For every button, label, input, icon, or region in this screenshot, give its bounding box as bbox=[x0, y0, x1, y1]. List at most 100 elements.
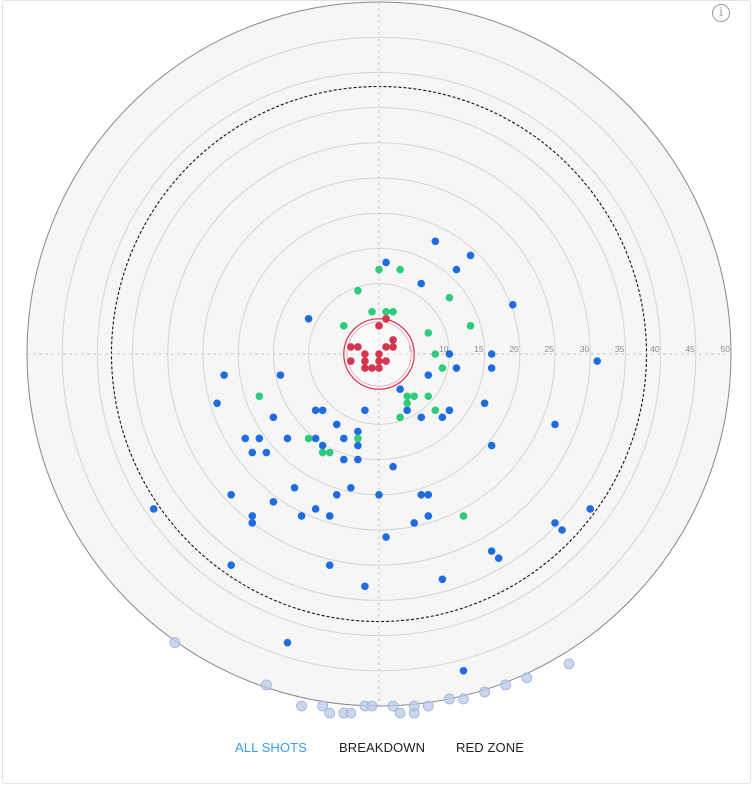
shot-point-green[interactable] bbox=[304, 434, 313, 443]
shot-point-made[interactable] bbox=[311, 406, 320, 415]
shot-point-faded[interactable] bbox=[387, 700, 399, 712]
shot-point-made[interactable] bbox=[508, 300, 517, 309]
shot-point-made[interactable] bbox=[424, 491, 433, 499]
tab-breakdown[interactable]: BREAKDOWN bbox=[339, 740, 426, 755]
shot-point-made[interactable] bbox=[297, 512, 306, 520]
shot-point-faded[interactable] bbox=[563, 658, 575, 670]
shot-point-faded[interactable] bbox=[260, 679, 272, 691]
shot-point-green[interactable] bbox=[325, 448, 334, 457]
shot-point-red[interactable] bbox=[389, 343, 397, 351]
shot-point-made[interactable] bbox=[269, 413, 278, 422]
shot-point-faded[interactable] bbox=[169, 637, 181, 649]
shot-point-made[interactable] bbox=[354, 427, 362, 436]
shot-point-faded[interactable] bbox=[521, 672, 533, 684]
tab-all-shots[interactable]: ALL SHOTS bbox=[235, 740, 307, 755]
shot-point-made[interactable] bbox=[276, 371, 285, 379]
shot-point-red[interactable] bbox=[368, 364, 376, 372]
shot-point-made[interactable] bbox=[593, 357, 602, 365]
shot-point-red[interactable] bbox=[347, 357, 355, 365]
shot-point-faded[interactable] bbox=[324, 707, 336, 719]
shot-point-made[interactable] bbox=[311, 505, 320, 513]
shot-point-made[interactable] bbox=[480, 399, 489, 408]
shot-point-red[interactable] bbox=[389, 336, 397, 344]
shot-point-green[interactable] bbox=[431, 406, 440, 415]
shot-point-green[interactable] bbox=[368, 307, 376, 316]
shot-point-made[interactable] bbox=[389, 462, 397, 471]
shot-point-made[interactable] bbox=[403, 406, 411, 415]
shot-point-made[interactable] bbox=[269, 498, 278, 506]
shot-point-green[interactable] bbox=[389, 307, 397, 316]
shot-point-red[interactable] bbox=[361, 350, 369, 358]
shot-point-made[interactable] bbox=[459, 667, 468, 675]
shot-point-made[interactable] bbox=[347, 483, 355, 492]
shot-point-red[interactable] bbox=[354, 343, 362, 351]
shot-point-made[interactable] bbox=[445, 350, 454, 358]
shot-point-red[interactable] bbox=[361, 357, 369, 365]
shot-point-made[interactable] bbox=[318, 406, 327, 415]
shot-point-red[interactable] bbox=[347, 343, 355, 351]
shot-point-green[interactable] bbox=[424, 392, 433, 401]
shot-point-made[interactable] bbox=[396, 385, 404, 394]
shot-point-made[interactable] bbox=[332, 491, 341, 499]
shot-point-made[interactable] bbox=[340, 455, 348, 464]
shot-point-made[interactable] bbox=[445, 406, 454, 415]
shot-point-made[interactable] bbox=[227, 491, 235, 499]
shot-point-made[interactable] bbox=[290, 483, 299, 492]
shot-point-green[interactable] bbox=[396, 265, 404, 274]
shot-point-faded[interactable] bbox=[443, 693, 455, 705]
shot-point-red[interactable] bbox=[375, 350, 383, 358]
shot-point-green[interactable] bbox=[466, 322, 475, 330]
shot-point-made[interactable] bbox=[325, 561, 334, 569]
shot-point-made[interactable] bbox=[149, 505, 158, 513]
shot-point-made[interactable] bbox=[361, 406, 369, 415]
shot-point-red[interactable] bbox=[382, 343, 390, 351]
shot-point-green[interactable] bbox=[438, 364, 447, 372]
shot-point-made[interactable] bbox=[375, 491, 383, 499]
shot-point-made[interactable] bbox=[283, 434, 292, 443]
shot-point-made[interactable] bbox=[487, 441, 496, 450]
shot-point-red[interactable] bbox=[375, 357, 383, 365]
shot-point-made[interactable] bbox=[325, 512, 334, 520]
shot-point-red[interactable] bbox=[382, 315, 390, 323]
shot-point-made[interactable] bbox=[438, 413, 447, 422]
shot-point-made[interactable] bbox=[487, 547, 496, 555]
shot-point-faded[interactable] bbox=[366, 700, 378, 712]
shot-point-green[interactable] bbox=[340, 322, 348, 330]
shot-point-red[interactable] bbox=[361, 364, 369, 372]
shot-point-made[interactable] bbox=[248, 519, 257, 527]
shot-point-green[interactable] bbox=[445, 293, 454, 302]
shot-point-made[interactable] bbox=[332, 420, 341, 429]
shot-point-made[interactable] bbox=[382, 258, 390, 267]
shot-point-green[interactable] bbox=[255, 392, 264, 401]
tab-red-zone[interactable]: RED ZONE bbox=[456, 740, 524, 755]
shot-point-made[interactable] bbox=[424, 371, 433, 379]
shot-point-made[interactable] bbox=[494, 554, 503, 562]
shot-point-made[interactable] bbox=[248, 512, 257, 520]
shot-point-faded[interactable] bbox=[479, 686, 491, 698]
shot-point-green[interactable] bbox=[403, 392, 411, 401]
shot-point-made[interactable] bbox=[304, 315, 313, 323]
shot-point-made[interactable] bbox=[487, 364, 496, 372]
shot-point-made[interactable] bbox=[255, 434, 264, 443]
shot-point-made[interactable] bbox=[424, 512, 433, 520]
shot-point-made[interactable] bbox=[311, 434, 320, 443]
shot-point-red[interactable] bbox=[382, 357, 390, 365]
shot-point-green[interactable] bbox=[403, 399, 411, 408]
shot-point-made[interactable] bbox=[213, 399, 221, 408]
shot-point-green[interactable] bbox=[410, 392, 419, 401]
shot-point-faded[interactable] bbox=[394, 707, 406, 719]
shot-point-made[interactable] bbox=[487, 350, 496, 358]
shot-point-made[interactable] bbox=[340, 434, 348, 443]
shot-point-made[interactable] bbox=[551, 420, 559, 429]
shot-point-made[interactable] bbox=[431, 237, 440, 246]
shot-point-green[interactable] bbox=[354, 286, 362, 295]
shot-point-made[interactable] bbox=[551, 519, 559, 527]
shot-point-green[interactable] bbox=[459, 512, 468, 520]
shot-point-faded[interactable] bbox=[345, 707, 357, 719]
shot-point-faded[interactable] bbox=[422, 700, 434, 712]
shot-point-made[interactable] bbox=[586, 505, 594, 513]
shot-point-faded[interactable] bbox=[500, 679, 512, 691]
shot-point-green[interactable] bbox=[375, 265, 383, 274]
shot-point-green[interactable] bbox=[424, 329, 433, 337]
shot-point-made[interactable] bbox=[283, 638, 292, 647]
